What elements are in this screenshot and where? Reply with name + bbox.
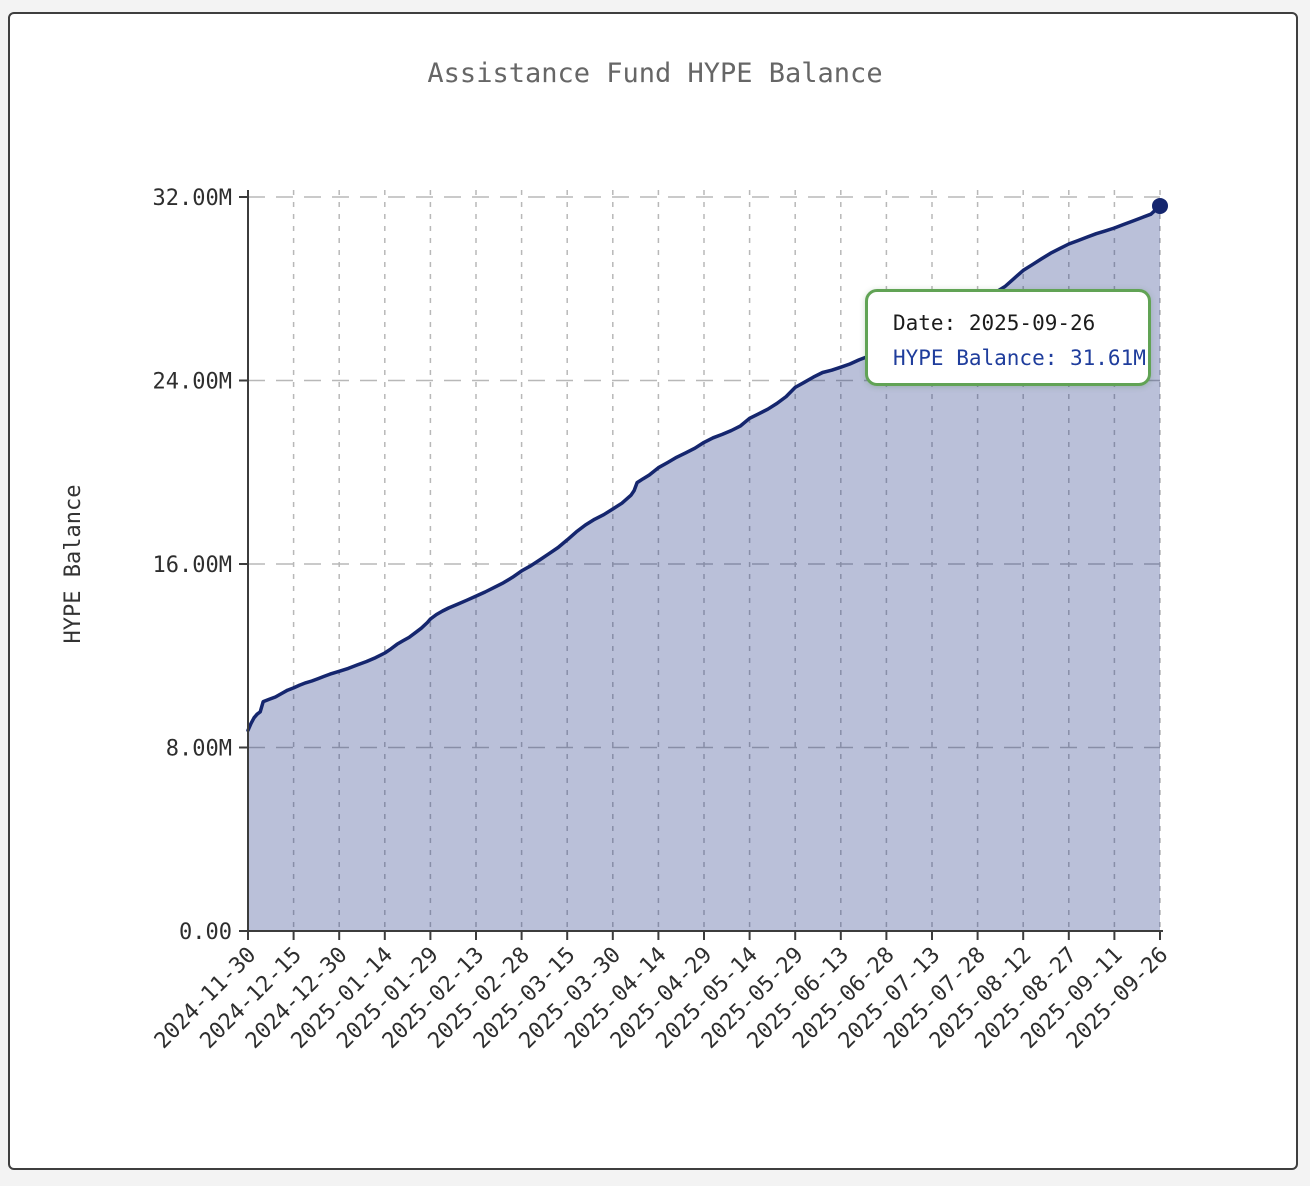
y-tick-label: 32.00M [153,186,232,211]
chart-card [8,12,1298,1170]
y-tick-label: 24.00M [153,370,232,395]
tooltip: Date: 2025-09-26 HYPE Balance: 31.61M [865,289,1151,386]
tooltip-date-line: Date: 2025-09-26 [893,311,1096,335]
y-tick-label: 0.00 [179,920,232,945]
y-tick-label: 8.00M [166,737,232,762]
end-point-marker[interactable] [1152,197,1168,214]
chart-title: Assistance Fund HYPE Balance [427,58,883,89]
y-axis-title: HYPE Balance [61,485,86,644]
y-tick-label: 16.00M [153,553,232,578]
balance-area [248,205,1160,931]
tooltip-balance-line: HYPE Balance: 31.61M [893,346,1146,370]
